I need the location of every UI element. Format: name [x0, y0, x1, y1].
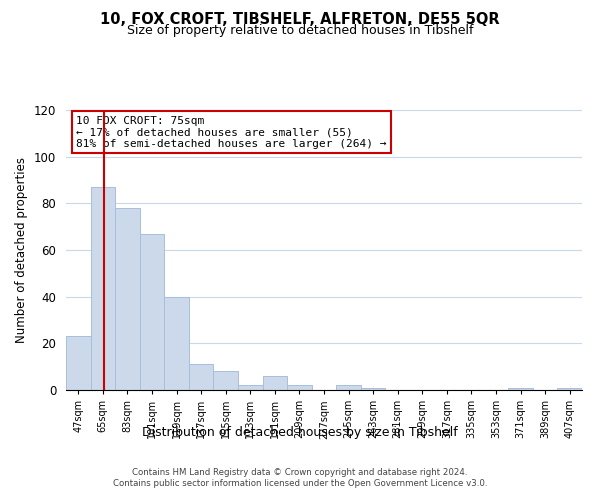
Bar — [164, 296, 189, 390]
Bar — [287, 386, 312, 390]
Text: 10 FOX CROFT: 75sqm
← 17% of detached houses are smaller (55)
81% of semi-detach: 10 FOX CROFT: 75sqm ← 17% of detached ho… — [76, 116, 387, 149]
Bar — [140, 234, 164, 390]
Y-axis label: Number of detached properties: Number of detached properties — [16, 157, 28, 343]
Bar — [214, 372, 238, 390]
Bar — [508, 388, 533, 390]
Bar — [66, 336, 91, 390]
Bar — [336, 386, 361, 390]
Bar — [238, 386, 263, 390]
Text: Contains HM Land Registry data © Crown copyright and database right 2024.
Contai: Contains HM Land Registry data © Crown c… — [113, 468, 487, 487]
Bar — [263, 376, 287, 390]
Text: Size of property relative to detached houses in Tibshelf: Size of property relative to detached ho… — [127, 24, 473, 37]
Bar — [115, 208, 140, 390]
Bar — [361, 388, 385, 390]
Bar — [557, 388, 582, 390]
Bar — [91, 187, 115, 390]
Bar — [189, 364, 214, 390]
Text: Distribution of detached houses by size in Tibshelf: Distribution of detached houses by size … — [142, 426, 458, 439]
Text: 10, FOX CROFT, TIBSHELF, ALFRETON, DE55 5QR: 10, FOX CROFT, TIBSHELF, ALFRETON, DE55 … — [100, 12, 500, 28]
